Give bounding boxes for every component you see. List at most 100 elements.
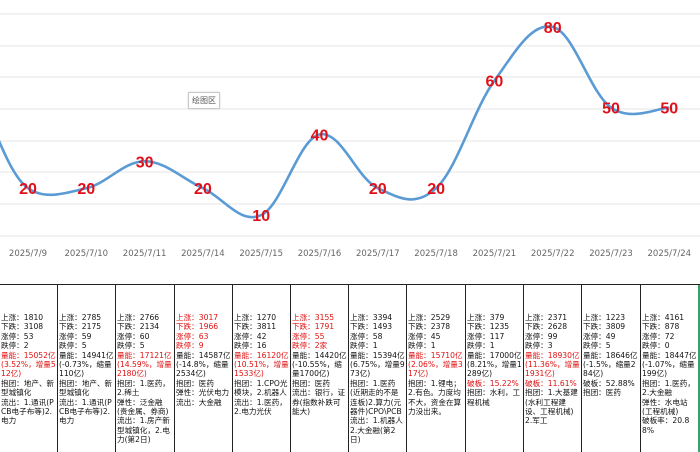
note-line: 抱团：地产、新型城镇化 <box>59 378 113 398</box>
note-line: 抱团：1.医药(近期走的不是连板)2.算力(元器件)CPO\PCB <box>350 378 402 417</box>
note-line: 上涨：3155 <box>292 313 335 322</box>
note-line: 流出：1.医药，2.电力光伏 <box>234 397 287 417</box>
note-line: 跌停：16 <box>234 341 267 351</box>
note-line: 抱团：医药 <box>583 388 621 398</box>
note-line: 抱团：医药 <box>176 378 214 388</box>
plot-area-tag[interactable]: 绘图区 <box>188 92 220 109</box>
notes-column: 上涨：3155 下跌：1791 涨停：55 跌停：2家 量能：14420亿(-10.55… <box>290 285 348 452</box>
notes-column: 上涨：4161 下跌：878 涨停：72 跌停：0 量能：18447亿(-1.07%，缩… <box>640 285 700 452</box>
note-line: 跌停：5 <box>59 341 87 351</box>
notes-column: 上涨：1223 下跌：3809 涨停：49 跌停：5 量能：18646亿(-1.5%，缩… <box>581 285 640 452</box>
note-line: 量能：14420亿(-10.55%，缩量1700亿) <box>292 350 347 379</box>
note-line: 跌停：5 <box>583 341 611 351</box>
data-label: 10 <box>252 208 270 225</box>
note-line: 抱团：1.医药，2.大金融 <box>642 378 695 398</box>
note-line: 跌停：5 <box>117 341 145 351</box>
note-line: 跌停：9 <box>176 341 204 351</box>
note-line: 抱团：1.医药，2.稀土 <box>117 378 170 398</box>
note-line: 抱团：地产、新型城镇化 <box>1 378 55 398</box>
note-line: 涨停：117 <box>467 331 505 341</box>
note-line: 下跌：2378 <box>408 322 451 332</box>
note-line: 量能：18447亿(-1.07%，缩量199亿) <box>642 350 697 379</box>
note-line: 下跌：3108 <box>1 322 44 332</box>
note-line: 流出：1.通讯(PCB电子布等)2.电力 <box>59 397 112 426</box>
note-line: 流出：1.通讯(PCB电子布等)2.电力 <box>1 397 54 426</box>
note-line: 涨停：60 <box>117 331 150 341</box>
note-line: 抱团：1.大基建(水利工程建设、工程机械)2.军工 <box>525 388 578 426</box>
note-line: 上涨：2766 <box>117 313 160 322</box>
note-line: 破板率：20.88% <box>642 416 690 435</box>
x-tick-label: 2025/7/16 <box>298 249 342 259</box>
data-label: 20 <box>369 181 387 198</box>
note-line: 上涨：1223 <box>583 313 626 322</box>
note-line: 涨停：59 <box>59 331 92 341</box>
note-line: 下跌：878 <box>642 322 680 332</box>
note-line: 量能：15710亿(2.06%，增量317亿) <box>408 350 463 379</box>
x-tick-label: 2025/7/24 <box>648 249 692 259</box>
note-line: 上涨：2371 <box>525 313 568 322</box>
data-label: 20 <box>427 181 445 198</box>
note-line: 量能：17121亿(14.59%，增量2180亿) <box>117 350 172 379</box>
note-line: 上涨：1810 <box>1 313 44 322</box>
x-tick-label: 2025/7/22 <box>531 249 575 259</box>
note-line: 抱团：医药 <box>292 378 330 388</box>
data-label: 50 <box>602 101 620 118</box>
note-line: 破板：52.88% <box>583 378 635 388</box>
note-line: 上涨：2785 <box>59 313 102 322</box>
notes-column: 上涨：2785 下跌：2175 涨停：59 跌停：5 量能：14941亿(-0.73%，… <box>57 285 115 452</box>
x-tick-label: 2025/7/17 <box>356 249 400 259</box>
note-line: 破板：11.61% <box>525 378 577 388</box>
note-line: 量能：18646亿(-1.5%，缩量284亿) <box>583 350 638 379</box>
notes-column: 上涨：1810 下跌：3108 涨停：53 跌停：2 量能：15052亿(3.52%，增… <box>0 285 57 452</box>
notes-column: 上涨：379 下跌：1235 涨停：117 跌停：1 量能：17000亿(8.21%，增… <box>465 285 523 452</box>
note-line: 跌停：1 <box>467 341 495 351</box>
note-line: 涨停：58 <box>350 331 383 341</box>
notes-column: 上涨：2529 下跌：2378 涨停：45 跌停：1 量能：15710亿(2.06%，增… <box>406 285 465 452</box>
notes-column: 上涨：2766 下跌：2134 涨停：60 跌停：5 量能：17121亿(14.59%，… <box>115 285 174 452</box>
note-line: 上涨：3394 <box>350 313 393 322</box>
note-line: 量能：14587亿(-14.8%，缩量2534亿) <box>176 350 231 379</box>
data-label: 50 <box>660 101 678 118</box>
note-line: 涨停：42 <box>234 331 267 341</box>
note-line: 下跌：1791 <box>292 322 335 332</box>
note-line: 跌停：1 <box>350 341 378 351</box>
note-line: 下跌：3811 <box>234 322 277 332</box>
note-line: 下跌：1235 <box>467 322 510 332</box>
note-line: 量能：16120亿(10.51%，增量1533亿) <box>234 350 289 379</box>
note-line: 跌停：3 <box>525 341 553 351</box>
x-tick-label: 2025/7/18 <box>414 249 458 259</box>
note-line: 涨停：49 <box>583 331 616 341</box>
note-line: 下跌：2628 <box>525 322 568 332</box>
note-line: 量能：15052亿(3.52%，增量512亿) <box>1 350 56 379</box>
note-line: 抱团：1.CPO光模块，2.机器人 <box>234 378 288 398</box>
data-label: 20 <box>77 181 95 198</box>
note-line: 下跌：2175 <box>59 322 102 332</box>
notes-column: 上涨：2371 下跌：2628 涨停：99 跌停：3 量能：18930亿(11.36%，… <box>523 285 581 452</box>
notes-column: 上涨：3394 下跌：1493 涨停：58 跌停：1 量能：15394亿(6.75%，增… <box>348 285 406 452</box>
note-line: 涨停：53 <box>1 331 34 341</box>
x-tick-label: 2025/7/15 <box>239 249 283 259</box>
note-line: 下跌：3809 <box>583 322 626 332</box>
notes-table: 上涨：1810 下跌：3108 涨停：53 跌停：2 量能：15052亿(3.52%，增… <box>0 284 700 452</box>
note-line: 弹性：泛金融(贵金属、券商) <box>117 397 169 417</box>
note-line: 涨停：55 <box>292 331 325 341</box>
chart-svg: 20 20 30 20 10 40 20 20 60 80 50 50 2025/7/9 2025/7/1… <box>0 13 700 259</box>
data-label: 20 <box>194 181 212 198</box>
note-line: 涨停：63 <box>176 331 209 341</box>
notes-column: 上涨：1270 下跌：3811 涨停：42 跌停：16 量能：16120亿(10.51%… <box>232 285 290 452</box>
note-line: 跌停：2 <box>1 341 29 351</box>
note-line: 涨停：99 <box>525 331 558 341</box>
note-line: 跌停：0 <box>642 341 670 351</box>
note-line: 流出：银行，证券(指数补跌可能大) <box>292 388 346 417</box>
note-line: 弹性：水电站(工程机械) <box>642 397 688 417</box>
note-line: 涨停：45 <box>408 331 441 341</box>
note-line: 上涨：3017 <box>176 313 219 322</box>
data-label: 80 <box>544 20 562 37</box>
note-line: 涨停：72 <box>642 331 675 341</box>
data-label: 60 <box>486 74 504 91</box>
note-line: 上涨：379 <box>467 313 505 322</box>
note-line: 抱团：1.锂电；2.有色。力度均不大，资金在算力没出来。 <box>408 378 462 417</box>
note-line: 下跌：1493 <box>350 322 393 332</box>
x-tick-label: 2025/7/21 <box>473 249 517 259</box>
note-line: 下跌：2134 <box>117 322 160 332</box>
